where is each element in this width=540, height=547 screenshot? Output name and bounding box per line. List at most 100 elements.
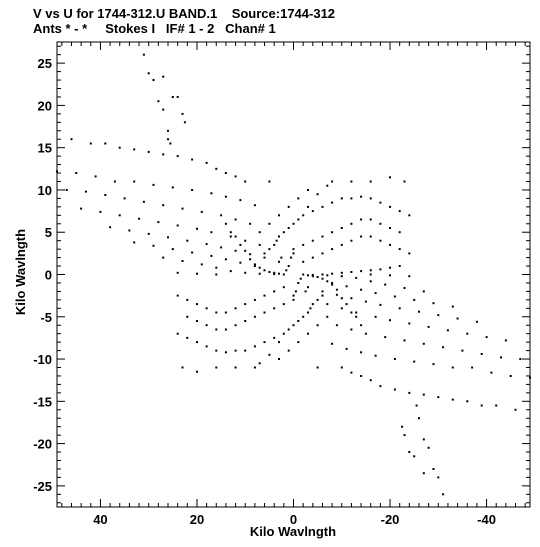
data-point xyxy=(360,351,363,354)
data-point xyxy=(253,366,256,369)
data-point xyxy=(215,167,218,170)
data-point xyxy=(133,241,136,244)
data-point xyxy=(408,214,411,217)
y-tick-label: 25 xyxy=(38,56,52,71)
data-point xyxy=(215,366,218,369)
data-point xyxy=(234,307,237,310)
data-point xyxy=(282,286,285,289)
data-point xyxy=(415,404,418,407)
data-point xyxy=(253,263,256,266)
data-point xyxy=(442,493,445,496)
data-point xyxy=(133,180,136,183)
data-point xyxy=(360,288,363,291)
data-point xyxy=(215,273,218,276)
data-point xyxy=(350,197,353,200)
data-point xyxy=(422,438,425,441)
data-point xyxy=(215,266,218,269)
data-point xyxy=(408,322,411,325)
data-point xyxy=(379,385,382,388)
data-point xyxy=(249,258,252,261)
data-point xyxy=(85,190,87,193)
data-point xyxy=(292,324,295,327)
data-point xyxy=(321,252,324,255)
data-point xyxy=(186,298,189,301)
data-point xyxy=(152,183,155,186)
data-point xyxy=(456,317,459,320)
data-point xyxy=(176,271,179,274)
data-point xyxy=(273,273,276,276)
data-point xyxy=(480,353,483,355)
data-point xyxy=(287,227,290,229)
data-point xyxy=(268,353,271,356)
data-point xyxy=(408,252,411,255)
data-point xyxy=(350,180,353,183)
data-point xyxy=(403,434,406,437)
data-point xyxy=(263,252,266,255)
data-point xyxy=(263,256,266,259)
y-tick-label: 15 xyxy=(38,141,52,156)
data-point xyxy=(176,96,179,98)
data-point xyxy=(157,100,160,103)
data-point xyxy=(287,265,290,267)
data-point xyxy=(167,138,169,141)
data-point xyxy=(176,155,179,158)
data-point xyxy=(196,227,198,230)
data-point xyxy=(268,222,271,225)
data-point xyxy=(278,341,280,344)
data-point xyxy=(389,205,391,208)
data-point xyxy=(297,218,300,221)
data-point xyxy=(75,172,78,174)
data-point xyxy=(258,362,261,365)
data-point xyxy=(220,214,223,217)
data-point xyxy=(321,205,324,208)
data-point xyxy=(475,320,478,323)
data-point xyxy=(171,186,174,189)
data-point xyxy=(302,260,305,263)
data-point xyxy=(244,271,247,274)
data-point xyxy=(350,271,353,273)
data-point xyxy=(335,288,338,291)
data-point xyxy=(244,303,247,306)
data-point xyxy=(369,269,372,272)
data-point xyxy=(335,324,338,327)
data-point xyxy=(326,280,329,283)
data-point xyxy=(461,349,464,352)
data-point xyxy=(451,398,454,401)
data-point xyxy=(427,325,430,328)
data-point xyxy=(294,290,297,293)
data-point xyxy=(142,200,145,203)
data-point xyxy=(326,274,329,277)
data-point xyxy=(350,297,353,300)
data-point xyxy=(316,366,319,369)
data-point xyxy=(244,349,247,352)
chart-title-line-2: Ants * - * Stokes I IF# 1 - 2 Chan# 1 xyxy=(33,21,276,36)
data-point xyxy=(258,272,261,275)
data-point xyxy=(196,370,198,373)
data-point xyxy=(311,210,314,213)
data-point xyxy=(422,472,425,475)
data-point xyxy=(316,276,319,278)
data-point xyxy=(331,282,334,284)
data-point xyxy=(234,349,237,352)
data-point xyxy=(220,246,223,249)
data-point xyxy=(408,451,411,453)
data-point xyxy=(304,290,307,293)
data-point xyxy=(340,271,343,274)
data-point xyxy=(176,224,179,227)
data-point xyxy=(369,280,372,283)
data-point xyxy=(384,283,387,286)
data-point xyxy=(249,222,252,225)
data-point xyxy=(302,214,305,217)
data-point xyxy=(321,277,324,280)
data-point xyxy=(379,303,382,306)
data-point xyxy=(253,345,256,348)
data-point xyxy=(56,170,58,173)
data-point xyxy=(331,248,334,251)
data-point xyxy=(171,248,174,251)
data-point xyxy=(360,195,363,198)
data-point xyxy=(224,351,227,354)
data-point xyxy=(169,142,172,145)
y-tick-label: -15 xyxy=(33,394,52,409)
data-point xyxy=(234,324,237,327)
data-point xyxy=(413,298,416,301)
